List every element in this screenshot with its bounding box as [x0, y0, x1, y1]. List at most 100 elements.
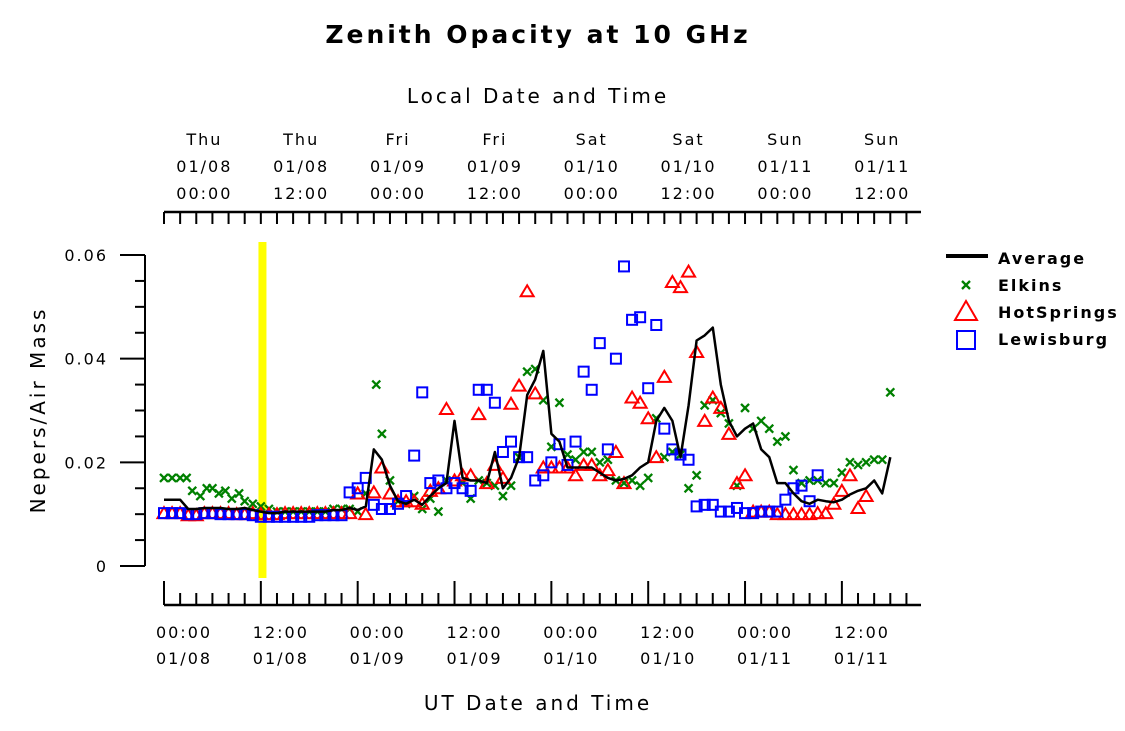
data-point-hotsprings	[502, 395, 520, 410]
data-point-hotsprings	[736, 467, 754, 482]
data-point-hotsprings	[712, 399, 730, 414]
data-point-elkins	[764, 423, 775, 434]
data-point-lewisburg	[739, 507, 752, 520]
data-point-elkins	[181, 473, 192, 483]
data-point-elkins	[740, 403, 750, 413]
bottom-tick-date: 01/11	[737, 649, 793, 668]
data-point-elkins	[377, 429, 387, 439]
bottom-tick-time: 00:00	[156, 623, 212, 642]
bottom-tick-time: 12:00	[834, 623, 890, 642]
data-point-elkins	[554, 397, 565, 408]
bottom-tick-time: 00:00	[543, 623, 599, 642]
top-tick-time: 12:00	[854, 184, 910, 203]
top-tick-date: 01/11	[757, 157, 813, 176]
data-point-lewisburg	[682, 453, 695, 466]
data-point-hotsprings	[728, 475, 746, 490]
top-tick-day: Thu	[282, 130, 319, 149]
data-point-elkins	[214, 488, 224, 499]
legend-swatch	[956, 330, 976, 350]
data-point-hotsprings	[720, 425, 738, 440]
top-tick-day: Sun	[864, 130, 900, 149]
data-point-elkins	[220, 486, 231, 496]
data-point-elkins	[167, 473, 177, 483]
bottom-tick-date: 01/10	[543, 649, 599, 668]
y-tick-label: 0.04	[64, 350, 108, 369]
data-point-lewisburg	[416, 386, 429, 399]
data-point-lewisburg	[698, 498, 711, 511]
data-point-lewisburg	[593, 337, 606, 350]
data-point-elkins	[586, 447, 597, 457]
data-point-lewisburg	[537, 469, 550, 482]
data-point-hotsprings	[841, 467, 859, 482]
data-point-elkins	[498, 491, 508, 501]
data-point-elkins	[187, 486, 198, 496]
data-point-lewisburg	[601, 443, 614, 456]
data-point-lewisburg	[432, 474, 445, 487]
series-elkins	[159, 364, 896, 517]
data-point-lewisburg	[617, 260, 630, 273]
data-point-lewisburg	[755, 505, 768, 518]
data-point-hotsprings	[518, 283, 536, 298]
data-point-hotsprings	[631, 394, 649, 409]
data-point-lewisburg	[634, 311, 647, 324]
data-point-lewisburg	[650, 318, 663, 331]
data-point-lewisburg	[319, 509, 332, 522]
bottom-tick-date: 01/10	[640, 649, 696, 668]
data-point-lewisburg	[771, 505, 784, 518]
data-point-hotsprings	[583, 456, 600, 471]
top-tick-time: 12:00	[467, 184, 523, 203]
data-point-hotsprings	[672, 279, 689, 294]
data-point-hotsprings	[438, 400, 455, 415]
y-axis: 0 0.02 0.04 0.06	[64, 246, 146, 576]
data-point-hotsprings	[696, 412, 713, 427]
data-point-lewisburg	[521, 451, 534, 464]
data-point-elkins	[869, 454, 879, 465]
bottom-tick-time: 00:00	[350, 623, 406, 642]
bottom-tick-date: 01/11	[834, 649, 890, 668]
data-point-elkins	[691, 470, 702, 481]
data-point-lewisburg	[714, 505, 727, 518]
data-point-hotsprings	[365, 484, 383, 499]
data-point-lewisburg	[642, 382, 655, 395]
data-point-hotsprings	[704, 389, 722, 404]
data-point-elkins	[877, 454, 888, 465]
data-point-lewisburg	[456, 482, 469, 495]
top-tick-day: Sat	[576, 130, 608, 149]
y-tick-label: 0.06	[64, 246, 108, 265]
y-axis-title: Nepers/Air Mass	[26, 307, 50, 514]
bottom-tick-date: 01/09	[446, 649, 502, 668]
top-tick-day: Sat	[672, 130, 704, 149]
data-point-elkins	[433, 506, 444, 517]
data-point-lewisburg	[690, 500, 703, 513]
marker-line	[258, 242, 267, 578]
top-tick-time: 12:00	[273, 184, 329, 203]
legend-item-elkins: Elkins	[961, 276, 1061, 295]
top-tick-date: 01/11	[854, 157, 910, 176]
data-point-hotsprings	[599, 462, 617, 477]
data-point-elkins	[861, 457, 871, 468]
data-point-elkins	[522, 366, 532, 377]
data-point-lewisburg	[375, 502, 388, 515]
bottom-tick-date: 01/08	[253, 649, 309, 668]
data-point-lewisburg	[722, 505, 735, 518]
legend-label: HotSprings	[998, 303, 1119, 322]
data-point-hotsprings	[357, 506, 375, 521]
data-point-lewisburg	[545, 456, 558, 469]
data-point-hotsprings	[817, 505, 834, 520]
legend-item-hotsprings: HotSprings	[953, 299, 1119, 322]
data-point-lewisburg	[763, 505, 776, 518]
data-point-lewisburg	[811, 469, 824, 482]
data-point-elkins	[371, 379, 382, 390]
data-point-elkins	[772, 436, 783, 447]
data-point-hotsprings	[454, 467, 471, 482]
bottom-tick-time: 12:00	[253, 623, 309, 642]
top-tick-time: 00:00	[176, 184, 232, 203]
data-point-elkins	[159, 473, 169, 483]
top-tick-date: 01/09	[370, 157, 426, 176]
top-tick-day: Fri	[385, 130, 410, 149]
chart-title: Zenith Opacity at 10 GHz	[325, 20, 750, 49]
data-point-lewisburg	[706, 498, 719, 511]
data-point-elkins	[780, 431, 791, 442]
data-point-lewisburg	[424, 477, 437, 490]
y-tick-label: 0.02	[64, 453, 108, 472]
